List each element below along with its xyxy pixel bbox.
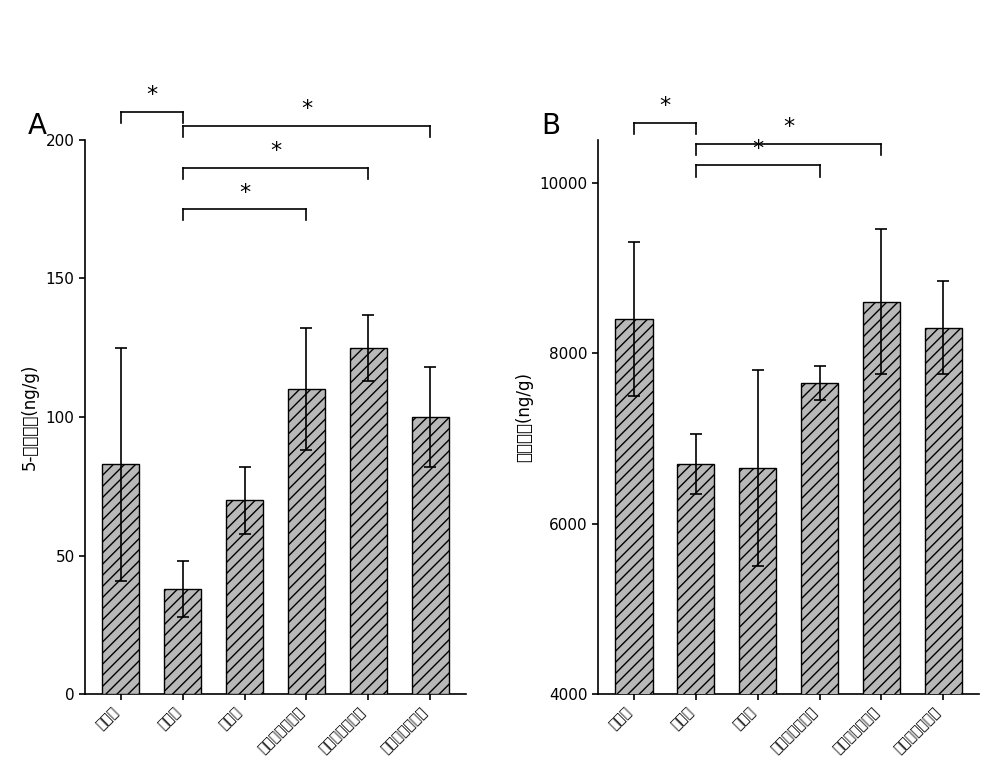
Bar (739, 469, 776, 777)
Bar (412, 417, 449, 695)
Text: B: B (541, 112, 560, 140)
Text: *: * (239, 183, 250, 203)
Bar (925, 328, 962, 777)
Bar (226, 500, 263, 695)
Y-axis label: 5-羟色胺／(ng/g): 5-羟色胺／(ng/g) (21, 364, 39, 470)
Bar (288, 389, 325, 695)
Text: *: * (270, 141, 281, 161)
Bar (863, 302, 900, 777)
Text: *: * (659, 96, 671, 116)
Text: *: * (783, 117, 794, 138)
Bar (801, 383, 838, 777)
Text: A: A (28, 112, 47, 140)
Text: *: * (146, 85, 157, 106)
Text: *: * (752, 139, 763, 159)
Bar (677, 464, 714, 777)
Bar (615, 319, 653, 777)
Bar (350, 348, 387, 695)
Bar (164, 589, 201, 695)
Bar (102, 465, 139, 695)
Y-axis label: 多巴胺／(ng/g): 多巴胺／(ng/g) (515, 372, 533, 462)
Text: *: * (301, 99, 312, 120)
